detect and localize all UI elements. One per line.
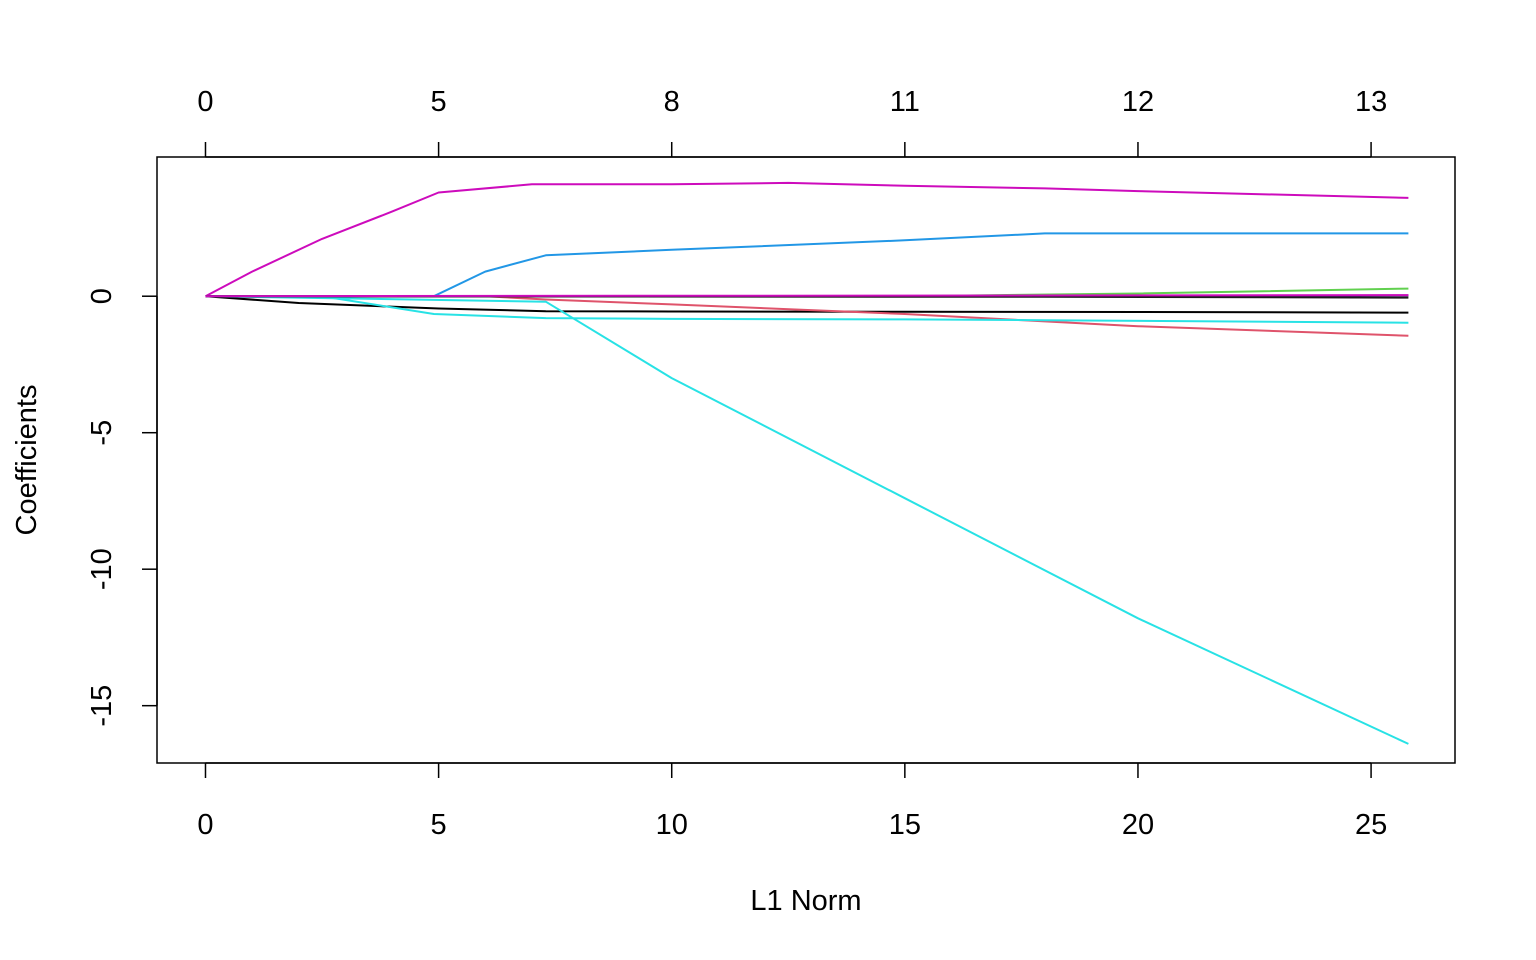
x-tick-label: 10 — [656, 809, 688, 841]
top-tick-label: 12 — [1122, 86, 1154, 118]
y-axis: 0 -5 -10 -15 — [86, 288, 158, 727]
series-line-4 — [205, 232, 1409, 298]
series-line-6 — [205, 181, 1409, 298]
series-line-1 — [205, 295, 1409, 314]
x-tick-label: 25 — [1355, 809, 1387, 841]
top-tick-label: 13 — [1355, 86, 1387, 118]
series-line-7 — [205, 295, 1409, 745]
series-layer — [205, 181, 1409, 745]
series-line-2 — [205, 295, 1409, 337]
x-axis-title: L1 Norm — [750, 885, 861, 917]
top-tick-label: 8 — [664, 86, 680, 118]
y-tick-label: -10 — [86, 548, 118, 590]
x-axis-bottom: 0 5 10 15 20 25 — [197, 762, 1387, 841]
x-tick-label: 15 — [889, 809, 921, 841]
y-tick-label: -5 — [86, 420, 118, 446]
series-line-11 — [205, 294, 1409, 298]
top-tick-label: 0 — [197, 86, 213, 118]
top-tick-label: 5 — [431, 86, 447, 118]
x-tick-label: 5 — [431, 809, 447, 841]
plot-frame — [156, 156, 1456, 764]
top-tick-label: 11 — [890, 86, 920, 118]
x-tick-label: 0 — [197, 809, 213, 841]
y-axis-title: Coefficients — [11, 385, 43, 536]
y-tick-label: 0 — [86, 288, 118, 304]
x-axis-top: 0 5 8 11 12 13 — [197, 86, 1387, 158]
x-tick-label: 20 — [1122, 809, 1154, 841]
y-tick-label: -15 — [86, 685, 118, 727]
